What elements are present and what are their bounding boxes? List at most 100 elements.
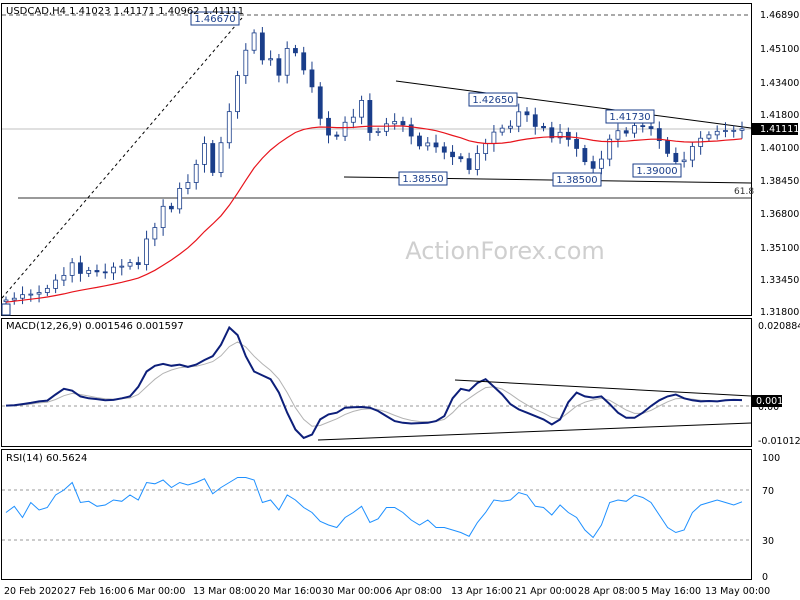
candle-body — [20, 294, 25, 299]
candle-body — [375, 130, 381, 133]
x-tick: 13 May 00:00 — [705, 586, 770, 597]
current-price-label: 1.41111 — [760, 124, 799, 135]
candle-body — [44, 287, 50, 293]
candle-body — [168, 205, 174, 210]
candle-body — [723, 130, 728, 132]
rsi-tick: 0 — [762, 572, 768, 583]
candle-body — [450, 151, 455, 158]
candle-body — [516, 111, 522, 127]
candle-body — [491, 131, 497, 144]
moving-average-line — [5, 125, 743, 303]
price-tick: 1.31800 — [760, 307, 799, 318]
candle-body — [565, 131, 571, 140]
candle-body — [210, 143, 216, 173]
annotation-label: 1.39000 — [636, 166, 677, 177]
candle-body — [739, 128, 745, 131]
candle-body — [425, 142, 431, 147]
candle-body — [284, 48, 290, 76]
price-tick: 1.45100 — [760, 44, 799, 55]
candle-body — [177, 187, 183, 210]
annotation-6: 1.39000 — [632, 163, 682, 178]
price-tick: 1.36800 — [760, 209, 799, 220]
candle-body — [61, 274, 67, 281]
rsi-panel-title: RSI(14) 60.5624 — [6, 453, 87, 464]
candle-body — [549, 127, 555, 139]
macd-panel-frame — [1, 318, 752, 447]
price-panel-frame — [1, 3, 752, 316]
candle-body — [499, 127, 505, 133]
candle-body — [599, 158, 604, 169]
candle-body — [111, 266, 116, 274]
macd-current-box — [752, 395, 782, 407]
annotation-1: 1.46670 — [190, 11, 240, 26]
candle-body — [574, 138, 580, 149]
candle-body — [78, 262, 83, 274]
annotation-label: 1.46670 — [194, 14, 235, 25]
rsi-panel-frame — [1, 449, 752, 580]
candle-body — [400, 121, 406, 126]
macd-lower-trendline — [317, 422, 752, 441]
candle-body — [293, 48, 298, 54]
candle-body — [458, 156, 464, 160]
candle-body — [317, 86, 323, 119]
x-tick: 28 Apr 08:00 — [578, 586, 640, 597]
current-price-box — [752, 123, 798, 135]
candle-body — [367, 100, 373, 133]
candle-body — [532, 114, 538, 127]
candle-body — [392, 121, 398, 125]
candle-body — [69, 262, 75, 276]
rsi-tick: 70 — [762, 486, 774, 497]
x-tick: 20 Feb 2020 — [4, 586, 63, 597]
candle-body — [94, 270, 100, 273]
annotation-4: 1.38550 — [398, 171, 448, 186]
candle-body — [268, 58, 274, 61]
candle-body — [408, 124, 414, 137]
candle-body — [731, 129, 737, 132]
candle-body — [342, 121, 348, 137]
candle-body — [524, 111, 530, 116]
price-tick: 1.41800 — [760, 110, 799, 121]
x-tick: 13 Apr 16:00 — [451, 586, 513, 597]
left-edge-marker — [1, 303, 11, 316]
candle-body — [557, 131, 563, 139]
candle-body — [276, 58, 282, 76]
price-tick: 1.33450 — [760, 275, 799, 286]
candle-body — [218, 142, 224, 173]
candle-body — [127, 262, 133, 267]
macd-upper-trendline — [454, 379, 752, 397]
candle-body — [656, 128, 662, 141]
candle-body — [259, 32, 265, 61]
candle-body — [350, 116, 356, 123]
candle-body — [359, 100, 364, 118]
price-tick: 1.38450 — [760, 176, 799, 187]
x-tick: 6 Apr 08:00 — [386, 586, 442, 597]
candle-body — [251, 32, 257, 51]
candle-body — [135, 262, 141, 265]
x-tick: 21 Apr 00:00 — [515, 586, 577, 597]
candle-body — [152, 227, 158, 240]
candle-body — [53, 279, 59, 289]
candle-body — [334, 134, 340, 137]
annotation-2: 1.42650 — [468, 92, 518, 107]
rsi-tick: 100 — [762, 453, 780, 464]
candle-body — [235, 75, 240, 113]
candle-body — [3, 299, 9, 302]
candle-body — [36, 292, 42, 295]
price-y-axis: 1.46890 1.45100 1.43400 1.41800 1.40100 … — [752, 10, 799, 318]
macd-tick: 0.020884 — [758, 321, 800, 332]
candle-body — [648, 126, 654, 129]
candle-body — [301, 52, 307, 71]
candle-body — [474, 153, 480, 170]
candle-body — [640, 125, 646, 128]
candle-body — [144, 238, 149, 265]
candle-body — [433, 142, 439, 148]
candle-body — [689, 146, 695, 161]
candle-body — [193, 163, 199, 183]
rsi-tick: 30 — [762, 536, 774, 547]
candle-body — [226, 111, 232, 144]
candle-body — [417, 135, 422, 147]
candle-body — [384, 123, 389, 132]
annotation-3: 1.41730 — [605, 109, 655, 124]
price-tick: 1.46890 — [760, 10, 799, 21]
